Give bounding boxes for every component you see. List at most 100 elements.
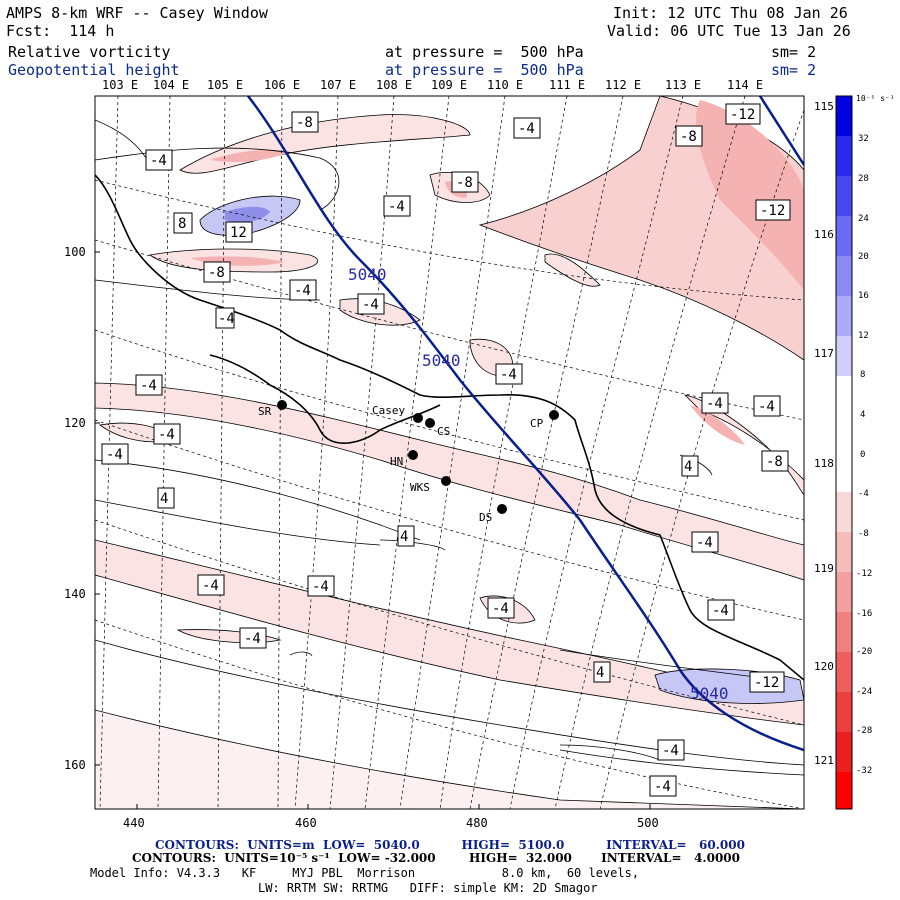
lon-label: 109 E: [431, 78, 467, 92]
station-label: CS: [437, 425, 450, 438]
lon-label: 113 E: [665, 78, 701, 92]
model-title: AMPS 8-km WRF -- Casey Window: [6, 4, 268, 22]
colorbar-tick: -24: [856, 687, 872, 697]
height-contour-5040-ne: [758, 96, 804, 166]
vort-label-box: -4: [513, 117, 541, 139]
forecast-hour: Fcst: 114 h: [6, 22, 115, 40]
vort-label: 4: [160, 491, 168, 507]
vort-label: -4: [492, 601, 509, 617]
vort-label-box: -12: [755, 199, 791, 221]
vort-label: -8: [296, 115, 313, 131]
station-label: SR: [258, 405, 272, 418]
lon-label: 104 E: [153, 78, 189, 92]
vort-label-box: -4: [145, 149, 173, 171]
lon-label: 112 E: [605, 78, 641, 92]
colorbar-tick: -12: [856, 569, 872, 579]
vort-label: -4: [140, 378, 157, 394]
vort-label-box: -4: [215, 307, 235, 329]
vort-label: -4: [158, 427, 175, 443]
vort-label-box: -8: [761, 450, 789, 472]
vort-label: -4: [150, 153, 167, 169]
vort-label-box: -4: [701, 392, 729, 414]
station-label: DS: [479, 511, 492, 524]
vort-label-box: -4: [101, 443, 129, 465]
height-labels: 5040 5040 5040: [348, 265, 729, 703]
x-tick-label: 500: [637, 816, 659, 830]
vort-label: -4: [662, 743, 679, 759]
colorbar-tick: 8: [860, 370, 865, 380]
vort-label-box: -4: [691, 531, 719, 553]
vort-label-box: -4: [495, 363, 523, 385]
valid-time: Valid: 06 UTC Tue 13 Jan 26: [607, 22, 851, 40]
vort-label-box: 4: [157, 487, 175, 509]
vort-label: -4: [500, 367, 517, 383]
y-tick-label: 160: [64, 758, 86, 772]
colorbar-tick: -20: [856, 647, 872, 657]
vort-label: -4: [654, 779, 671, 795]
station-marker: [441, 476, 451, 486]
vort-label: 4: [596, 665, 604, 681]
vort-label: -4: [106, 447, 123, 463]
coastline: [95, 174, 804, 681]
plot-frame: [94, 95, 805, 810]
station-marker: [549, 410, 559, 420]
vort-label: -4: [202, 578, 219, 594]
height-contour-info: CONTOURS: UNITS=m LOW= 5040.0 HIGH= 5100…: [155, 838, 745, 852]
vort-label-box: -4: [753, 395, 781, 417]
vort-label: -8: [456, 175, 473, 191]
vort-label-box: -4: [487, 597, 515, 619]
y-axis: 100 120 140 160: [64, 245, 100, 772]
y-tick-label: 120: [64, 416, 86, 430]
field1-smooth: sm= 2: [771, 43, 817, 61]
vort-label-box: -4: [649, 775, 677, 797]
vort-label-box: -8: [675, 125, 703, 147]
vort-label-box: 4: [593, 661, 611, 683]
colorbar-tick: 16: [858, 291, 869, 301]
station-label: HN: [390, 455, 403, 468]
vort-label: -4: [244, 631, 261, 647]
colorbar-tick: -16: [856, 609, 872, 619]
x-axis: 440 460 480 500: [123, 804, 659, 830]
station-label: WKS: [410, 481, 430, 494]
vorticity-labels: -8 -4 -8 -4 -8 -12 -12 -4 8 12 -8 -4 -4 …: [101, 103, 791, 797]
init-time: Init: 12 UTC Thu 08 Jan 26: [613, 4, 848, 22]
vort-label-box: -4: [289, 279, 317, 301]
model-info-2: LW: RRTM SW: RRTMG DIFF: simple KM: 2D S…: [258, 881, 598, 895]
x-tick-label: 480: [466, 816, 488, 830]
colorbar: 10⁻⁵ s⁻¹ 32 28 24 20 16 12 8 4 0 -4 -8 -…: [835, 94, 895, 810]
vort-label: -4: [706, 396, 723, 412]
colorbar-tick: 4: [860, 410, 865, 420]
vort-label-box: -4: [197, 574, 225, 596]
y-tick-label: 100: [64, 245, 86, 259]
stations: SR Casey CS CP HN WKS DS: [258, 400, 559, 524]
vort-label-box: -4: [135, 374, 163, 396]
x-tick-label: 440: [123, 816, 145, 830]
lon-label: 110 E: [487, 78, 523, 92]
station-marker: [413, 413, 423, 423]
field2-name: Geopotential height: [8, 61, 180, 79]
vort-label-box: -8: [203, 261, 231, 283]
vort-label: -8: [766, 454, 783, 470]
vort-label-box: -4: [239, 627, 267, 649]
model-info: Model Info: V4.3.3 KF MYJ PBL Morrison 8…: [90, 866, 640, 880]
height-label: 5040: [422, 351, 461, 370]
vort-label: -4: [362, 297, 379, 313]
vort-label-box: 4: [681, 455, 699, 477]
vort-label: -4: [294, 283, 311, 299]
coastline-inner: [209, 354, 441, 444]
lon-label: 103 E: [102, 78, 138, 92]
vort-label: 4: [684, 459, 692, 475]
colorbar-unit: 10⁻⁵ s⁻¹: [856, 94, 895, 103]
vort-label: 12: [230, 225, 247, 241]
vort-label-box: -4: [707, 599, 735, 621]
height-label: 5040: [690, 684, 729, 703]
vort-label: -8: [208, 265, 225, 281]
station-marker: [408, 450, 418, 460]
vort-label-box: -4: [657, 739, 685, 761]
vort-label-box: -4: [153, 423, 181, 445]
height-label: 5040: [348, 265, 387, 284]
field1-name: Relative vorticity: [8, 43, 171, 61]
vorticity-contour-info: CONTOURS: UNITS=10⁻⁵ s⁻¹ LOW= -32.000 HI…: [132, 851, 740, 865]
vorticity-contours: [95, 119, 804, 776]
